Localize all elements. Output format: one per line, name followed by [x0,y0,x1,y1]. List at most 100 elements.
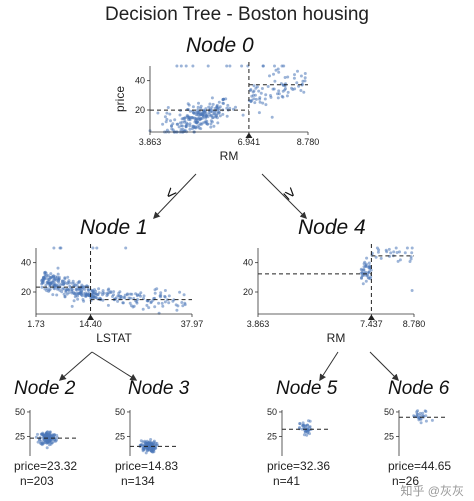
node-1-point [49,281,53,285]
node-0-point [209,114,213,118]
node-0-point [188,127,192,131]
node-0-point [277,92,281,96]
node-1-point [145,303,149,307]
node-1-x-tick-label: 14.40 [79,319,102,329]
node-0-point [194,126,198,130]
node-0-point [202,109,206,113]
node-1-point [55,278,58,282]
node-0-point [270,115,274,119]
node-0-point [264,103,268,107]
node-4-x-tick-label: 7.437 [360,319,383,329]
node-4-point [368,265,372,269]
node-2-point [46,430,50,434]
node-1-point [63,295,67,299]
node-1-point [124,246,128,250]
node-1-point [51,293,55,297]
node-0-point [252,89,256,93]
node-1-point [75,288,79,292]
node-0-point [213,112,217,116]
node-0-point [258,100,262,104]
node-4-point [410,251,414,255]
edge-node4-node6 [369,351,399,381]
node-5-point [302,423,306,427]
node-0-point [168,112,172,116]
node-0-y-tick-label: 40 [135,76,145,86]
node-0-point [196,108,200,112]
node-5-point [297,427,301,431]
node-0-point [254,97,258,101]
node-1-point [161,304,165,308]
node-1-point [175,308,179,312]
node-4-point [385,250,389,254]
node-0-point [177,125,181,129]
node-5-point [302,433,306,437]
node-0-point [217,106,221,110]
node-0-point [276,67,280,71]
node-6-price: price=44.65 [388,459,452,473]
node-0-x-label: RM [220,149,239,163]
node-6-point [424,410,428,413]
node-0-point [197,110,201,114]
node-1-point [106,303,110,307]
node-0-point [255,85,259,89]
node-1-point [174,303,178,307]
node-2-point [50,433,54,437]
node-2-count: n=203 [20,474,54,488]
node-4-point [360,276,363,280]
node-1-point [165,298,169,302]
node-6-y-tick-label: 25 [384,431,394,441]
node-0-point [196,105,200,109]
node-1-title: Node 1 [80,216,148,239]
node-5-point [306,430,310,434]
node-0-point [163,115,167,119]
node-0-point [217,100,221,104]
node-4-point [394,246,398,250]
node-1-point [149,300,153,304]
node-1-point [78,292,82,295]
node-0-point [206,64,210,68]
node-0-point [273,64,276,68]
node-1-point [178,290,182,294]
node-0-point [253,101,257,105]
node-2-plot: 25 50 [15,407,76,456]
node-1-point [44,283,48,287]
node-0-point [261,64,265,68]
node-1-point [117,291,121,295]
node-5-price: price=32.36 [267,459,331,473]
node-4-point [375,246,379,250]
node-2-y-tick-label: 50 [15,407,25,417]
node-0-point [221,101,225,105]
node-3-point [151,445,155,449]
node-0-plot: 20 40 3.863 6.941 8.780 RM price [113,62,319,163]
node-0-point [215,112,219,116]
node-1-point [160,301,164,305]
node-4-split-marker [367,314,375,320]
edge-node1-node3 [91,351,138,381]
edge-node1-node2 [58,351,93,381]
node-6-title: Node 6 [388,378,450,399]
node-0-point [292,76,296,80]
edge-right-label: ≥ [280,183,300,203]
node-2-point [52,433,56,436]
node-0-point [257,111,261,115]
node-0-point [170,124,173,128]
node-0-point [165,111,169,115]
node-4-point [367,276,371,280]
node-0-point [209,125,213,129]
node-0-x-tick-label: 3.863 [139,137,162,147]
node-1-point [122,295,126,299]
node-0-point [286,75,290,79]
node-0-point [259,91,263,95]
node-0-x-tick-label: 6.941 [238,137,261,147]
node-0-point [272,87,276,91]
node-6-point [418,417,422,421]
node-0-point [161,122,165,126]
node-0-point [273,79,277,83]
node-1-point [102,291,106,295]
node-1-point [62,279,66,283]
node-1-y-tick-label: 20 [21,287,31,297]
node-1-point [89,296,93,300]
node-0-point [240,64,244,68]
node-0-point [280,94,284,98]
